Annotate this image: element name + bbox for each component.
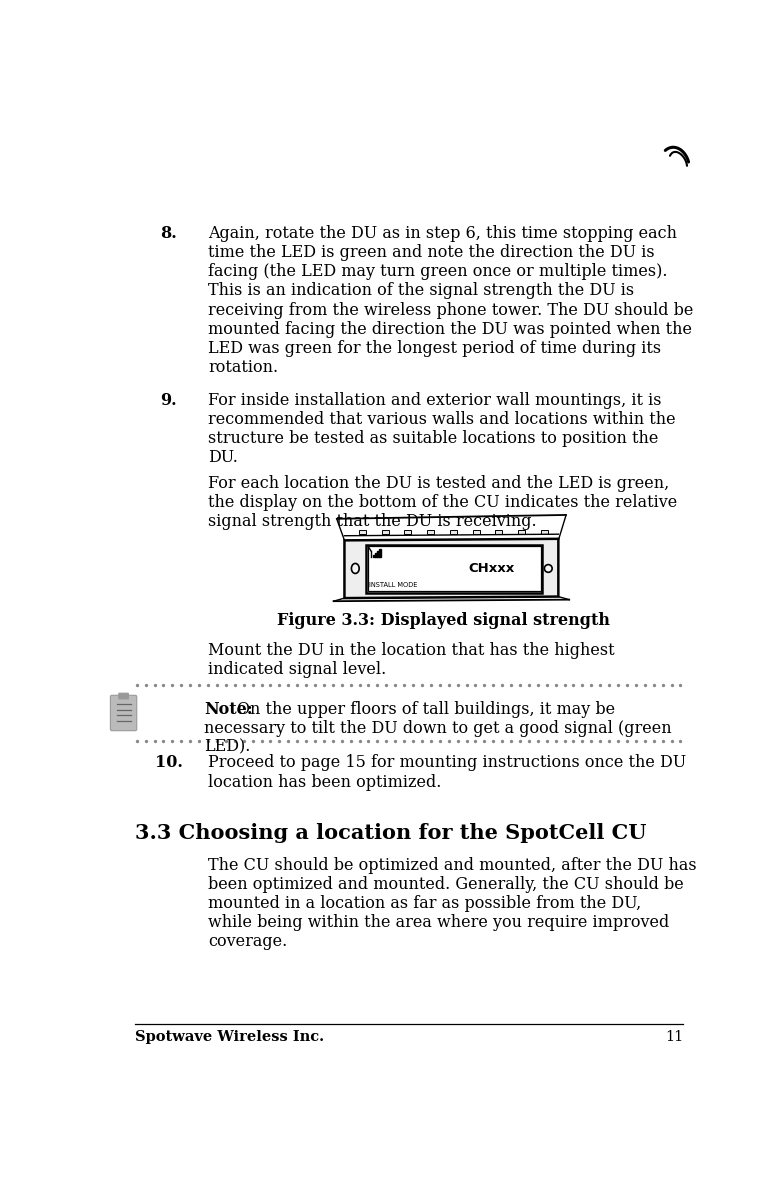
Text: structure be tested as suitable locations to position the: structure be tested as suitable location… [208, 429, 659, 447]
Text: 8.: 8. [160, 225, 177, 243]
Text: Spotwave Wireless Inc.: Spotwave Wireless Inc. [135, 1029, 325, 1043]
Text: while being within the area where you require improved: while being within the area where you re… [208, 914, 670, 931]
Text: signal strength that the DU is receiving.: signal strength that the DU is receiving… [208, 513, 537, 530]
Text: INSTALL MODE: INSTALL MODE [369, 582, 417, 588]
Text: Figure 3.3: Displayed signal strength: Figure 3.3: Displayed signal strength [278, 612, 610, 629]
Bar [405, 530, 412, 534]
Text: Proceed to page 15 for mounting instructions once the DU: Proceed to page 15 for mounting instruct… [208, 755, 686, 771]
Bar [382, 530, 389, 534]
Text: 9.: 9. [161, 392, 177, 409]
Text: the display on the bottom of the CU indicates the relative: the display on the bottom of the CU indi… [208, 494, 677, 511]
Bar [495, 530, 503, 534]
Bar [366, 545, 542, 593]
Text: 11: 11 [665, 1029, 683, 1043]
Text: On the upper floors of tall buildings, it may be: On the upper floors of tall buildings, i… [237, 700, 615, 718]
Text: DU.: DU. [208, 450, 238, 466]
Text: location has been optimized.: location has been optimized. [208, 774, 441, 790]
Text: Again, rotate the DU as in step 6, this time stopping each: Again, rotate the DU as in step 6, this … [208, 225, 677, 243]
Bar [373, 555, 375, 557]
Bar [427, 530, 434, 534]
Circle shape [544, 564, 552, 573]
Bar [473, 530, 480, 534]
Bar [359, 530, 366, 534]
Text: For inside installation and exterior wall mountings, it is: For inside installation and exterior wal… [208, 392, 662, 409]
Text: time the LED is green and note the direction the DU is: time the LED is green and note the direc… [208, 244, 655, 261]
Bar [450, 530, 457, 534]
Text: receiving from the wireless phone tower. The DU should be: receiving from the wireless phone tower.… [208, 302, 693, 318]
Polygon shape [344, 538, 558, 599]
Text: mounted in a location as far as possible from the DU,: mounted in a location as far as possible… [208, 896, 641, 912]
Text: 3.3 Choosing a location for the SpotCell CU: 3.3 Choosing a location for the SpotCell… [135, 823, 647, 843]
Text: rotation.: rotation. [208, 358, 278, 376]
Text: LED was green for the longest period of time during its: LED was green for the longest period of … [208, 340, 661, 357]
Text: Mount the DU in the location that has the highest: Mount the DU in the location that has th… [208, 642, 615, 659]
Bar [541, 530, 548, 534]
Text: This is an indication of the signal strength the DU is: This is an indication of the signal stre… [208, 283, 634, 299]
Bar [377, 551, 379, 557]
Text: recommended that various walls and locations within the: recommended that various walls and locat… [208, 411, 676, 428]
Text: been optimized and mounted. Generally, the CU should be: been optimized and mounted. Generally, t… [208, 877, 684, 893]
Text: indicated signal level.: indicated signal level. [208, 661, 387, 678]
FancyBboxPatch shape [111, 696, 136, 731]
Bar [518, 530, 525, 534]
Text: CHxxx: CHxxx [468, 562, 514, 575]
Bar [379, 549, 381, 557]
Ellipse shape [351, 563, 359, 574]
Text: For each location the DU is tested and the LED is green,: For each location the DU is tested and t… [208, 476, 670, 492]
Text: mounted facing the direction the DU was pointed when the: mounted facing the direction the DU was … [208, 321, 692, 337]
Text: LED).: LED). [204, 738, 251, 756]
Text: necessary to tilt the DU down to get a good signal (green: necessary to tilt the DU down to get a g… [204, 719, 672, 737]
Bar [368, 547, 541, 592]
Text: facing (the LED may turn green once or multiple times).: facing (the LED may turn green once or m… [208, 264, 667, 280]
FancyBboxPatch shape [118, 693, 129, 699]
Bar [375, 552, 377, 557]
Text: Note:: Note: [204, 700, 253, 718]
Text: The CU should be optimized and mounted, after the DU has: The CU should be optimized and mounted, … [208, 858, 697, 874]
Text: coverage.: coverage. [208, 933, 287, 950]
Text: 10.: 10. [155, 755, 183, 771]
